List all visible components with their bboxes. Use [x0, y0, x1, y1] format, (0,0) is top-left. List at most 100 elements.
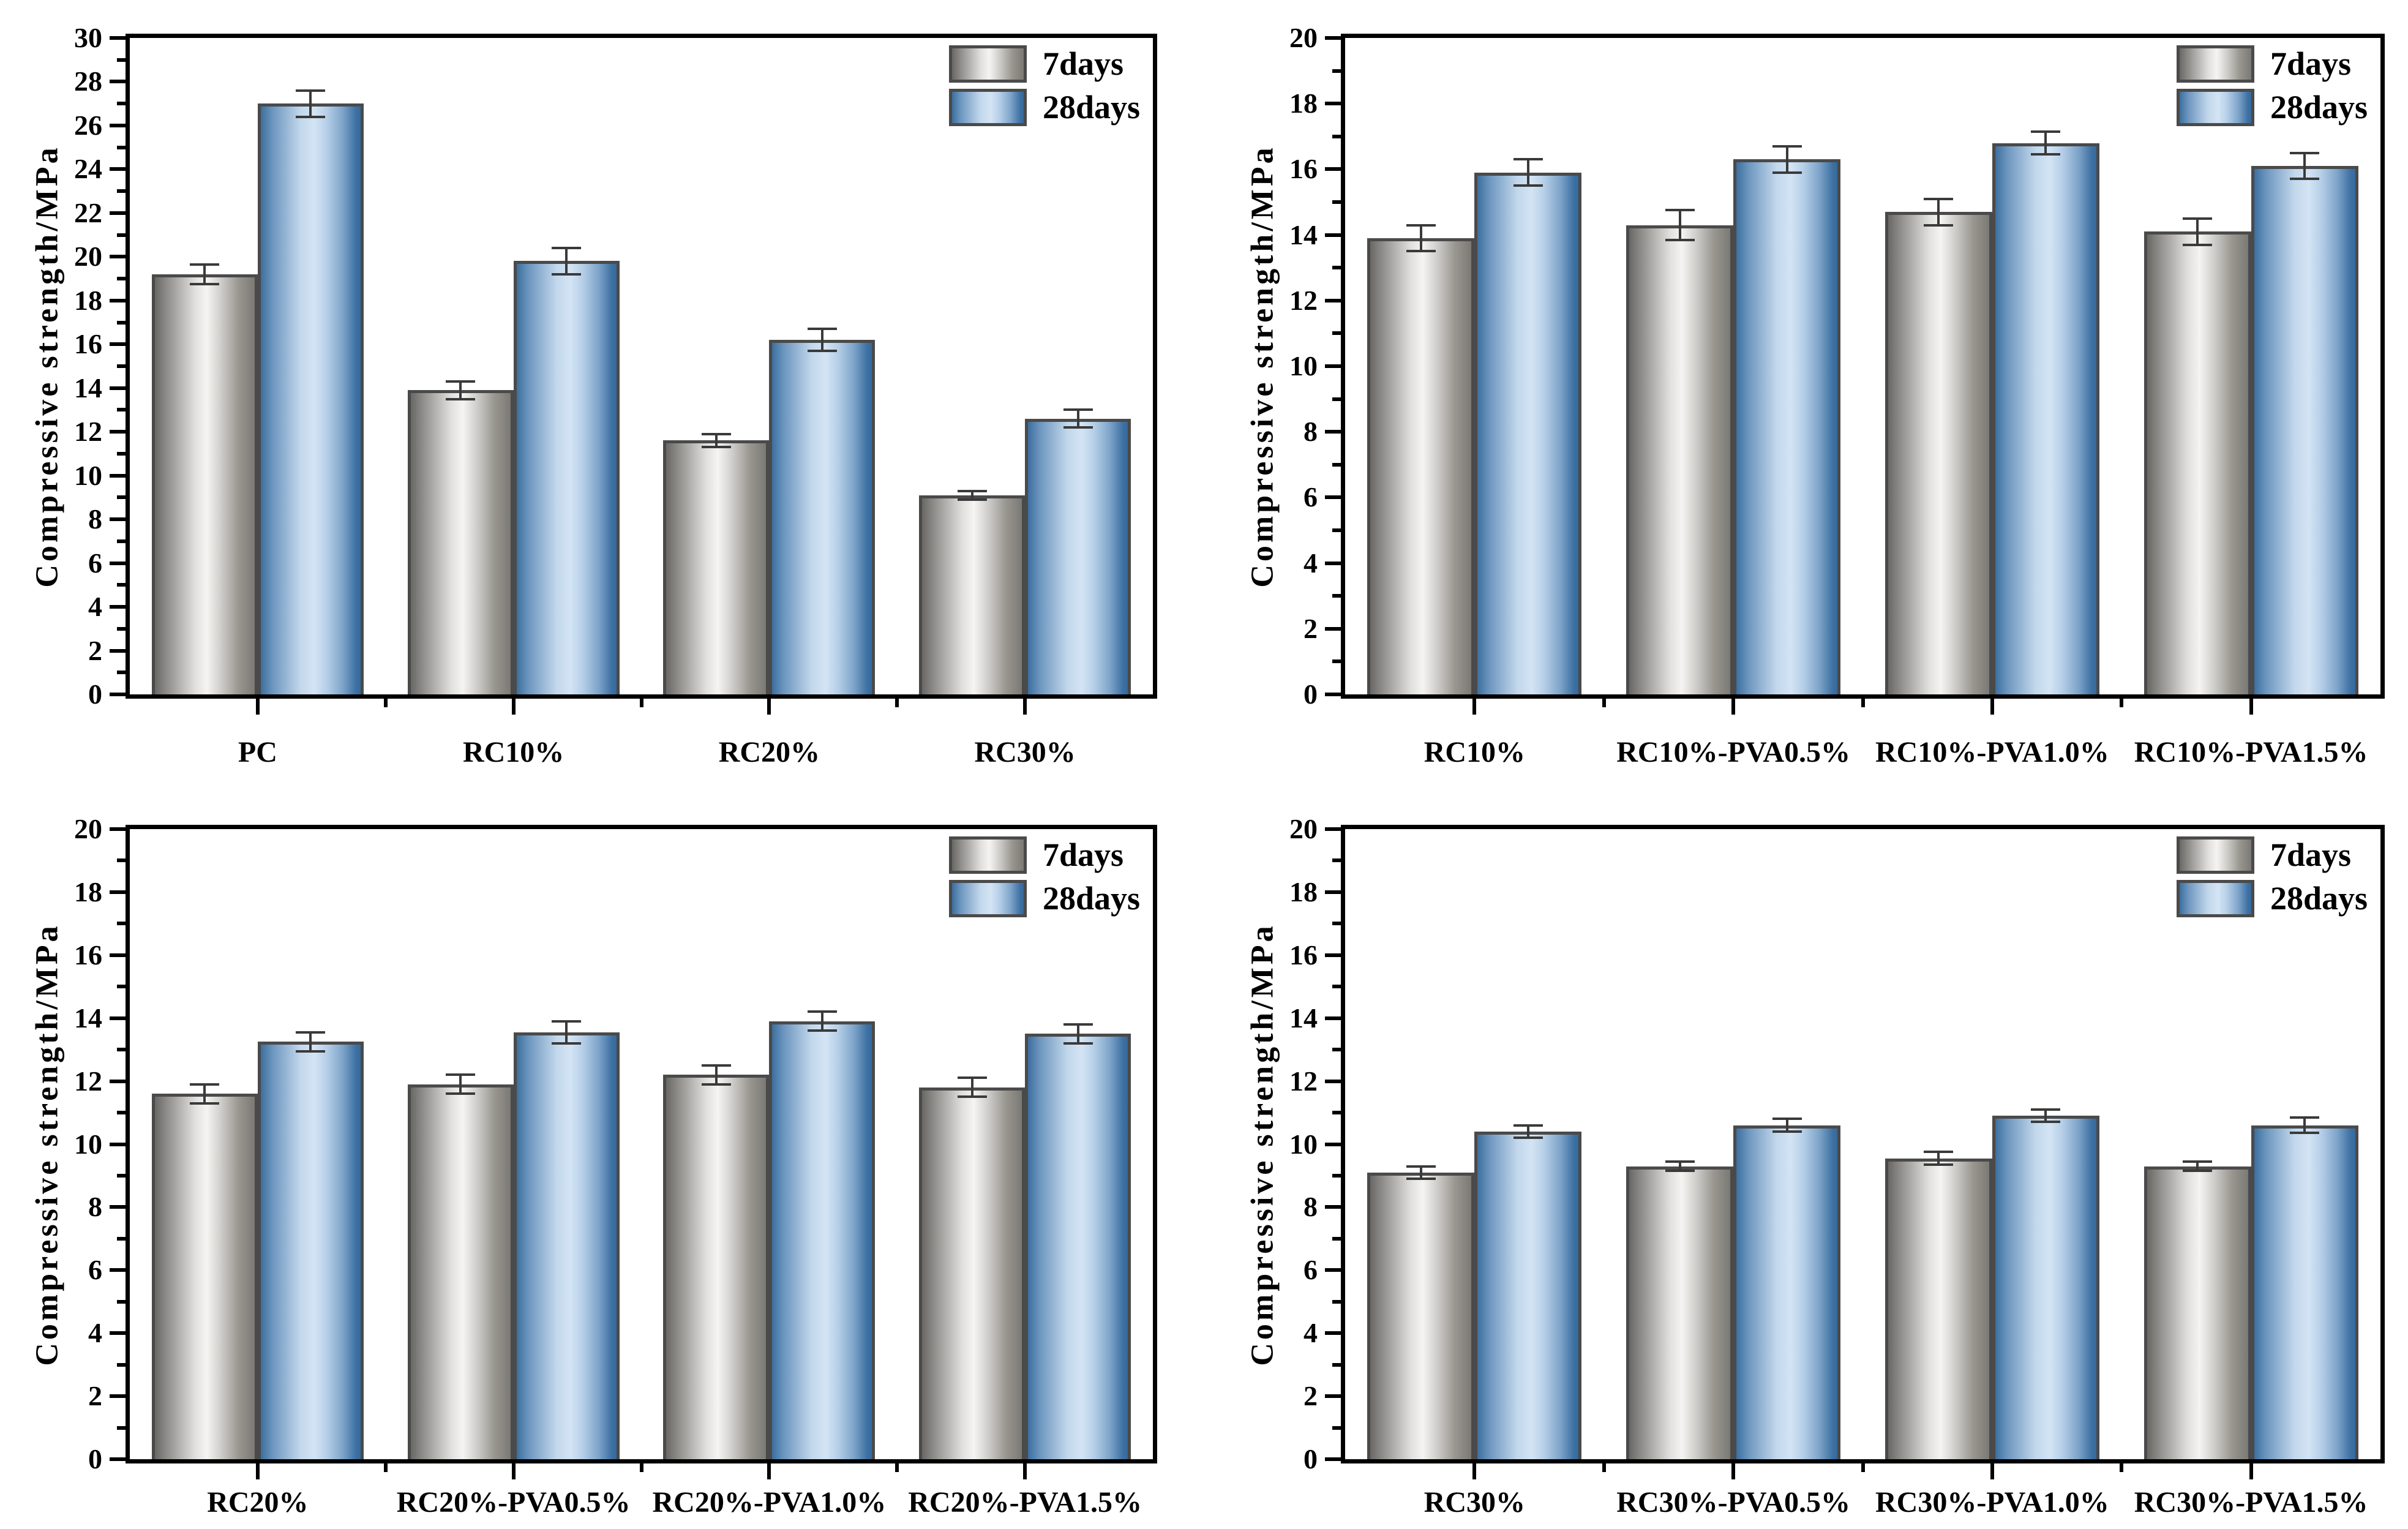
y-major-tick [1325, 1016, 1341, 1020]
x-minor-tick [1602, 699, 1606, 707]
bar-7days-RC10%-PVA1.5% [2144, 231, 2251, 694]
y-minor-tick [1332, 594, 1341, 598]
y-minor-tick [117, 1236, 126, 1241]
legend-swatch-28days [949, 879, 1027, 917]
error-bar-7days-RC20% [715, 434, 718, 448]
x-category-label: RC10%-PVA0.5% [1616, 736, 1851, 768]
error-bar-7days-RC20% [203, 1084, 206, 1103]
x-major-tick [767, 1463, 771, 1479]
y-tick-label: 8 [88, 503, 102, 535]
error-bar-7days-RC20%-PVA1.5% [970, 1078, 973, 1097]
bar-7days-RC30%-PVA1.5% [2144, 1166, 2251, 1459]
y-minor-tick [117, 858, 126, 863]
y-tick-label: 0 [88, 1443, 102, 1475]
legend-row-7days: 7days [949, 45, 1140, 83]
y-tick-label: 0 [1303, 678, 1318, 710]
y-minor-tick [1332, 1362, 1341, 1367]
legend: 7days 28days [2177, 45, 2368, 132]
legend-swatch-7days [949, 45, 1027, 83]
error-bar-7days-RC30%-PVA1.5% [2196, 1161, 2199, 1171]
y-tick-label: 22 [74, 197, 102, 228]
y-tick-label: 20 [1289, 813, 1318, 844]
y-major-tick [110, 36, 126, 40]
y-major-tick [110, 953, 126, 957]
y-minor-tick [117, 539, 126, 543]
y-tick-label: 2 [1303, 612, 1318, 644]
y-tick-label: 6 [1303, 481, 1318, 513]
error-bar-cap [807, 328, 837, 331]
y-major-tick [1325, 1331, 1341, 1336]
error-bar-cap [1513, 1136, 1543, 1140]
y-major-tick [1325, 167, 1341, 171]
x-major-tick [2249, 699, 2253, 715]
y-minor-tick [1332, 1173, 1341, 1178]
y-minor-tick [117, 1173, 126, 1178]
y-tick-label: 12 [74, 1065, 102, 1097]
y-major-tick [1325, 953, 1341, 957]
error-bar-cap [2031, 153, 2061, 156]
x-category-label: RC10%-PVA1.0% [1875, 736, 2109, 768]
y-minor-tick [1332, 985, 1341, 989]
y-major-tick [1325, 495, 1341, 500]
y-tick-label: 10 [74, 459, 102, 491]
y-major-tick [110, 890, 126, 894]
error-bar-cap [2290, 1132, 2320, 1135]
bar-28days-RC20% [769, 340, 876, 694]
chart-panel-top-right: Compressive strength/MPa 0 2 4 6 8 10 12 14 16 18 2… [1204, 0, 2408, 768]
error-bar-cap [1063, 1042, 1093, 1045]
legend-row-7days: 7days [949, 836, 1140, 874]
x-major-tick [1990, 1463, 1994, 1479]
y-major-tick [110, 1079, 126, 1083]
y-tick-label: 8 [88, 1191, 102, 1223]
y-major-tick [110, 1331, 126, 1336]
y-minor-tick [1332, 858, 1341, 863]
error-bar-cap [1406, 1165, 1436, 1168]
x-category-label: RC20%-PVA1.0% [652, 1486, 887, 1519]
y-major-tick [110, 473, 126, 478]
y-tick-label: 14 [1289, 219, 1318, 250]
error-bar-cap [296, 89, 326, 92]
legend-row-7days: 7days [2177, 836, 2368, 874]
error-bar-cap [190, 1083, 220, 1086]
y-minor-tick [1332, 659, 1341, 664]
x-category-label: RC10% [462, 736, 564, 768]
error-bar-cap [446, 1092, 476, 1095]
error-bar-cap [446, 397, 476, 400]
error-bar-7days-RC10%-PVA1.0% [1937, 198, 1940, 225]
y-minor-tick [1332, 1048, 1341, 1052]
error-bar-cap [2031, 1108, 2061, 1111]
y-tick-label: 20 [74, 813, 102, 844]
y-tick-label: 10 [74, 1128, 102, 1160]
y-tick-label: 4 [1303, 547, 1318, 579]
bar-7days-PC [151, 274, 258, 694]
bar-7days-RC20%-PVA1.5% [919, 1087, 1026, 1459]
bar-28days-RC20%-PVA0.5% [513, 1032, 620, 1459]
bar-28days-RC30% [1474, 1131, 1582, 1459]
y-tick-label: 16 [1289, 939, 1318, 971]
y-minor-tick [117, 451, 126, 456]
y-minor-tick [1332, 1426, 1341, 1430]
y-minor-tick [117, 1111, 126, 1115]
bar-28days-RC20%-PVA1.5% [1025, 1034, 1131, 1459]
error-bar-cap [552, 272, 582, 276]
error-bar-7days-RC30%-PVA1.0% [1937, 1152, 1940, 1165]
error-bar-7days-RC10%-PVA0.5% [1678, 210, 1681, 240]
x-minor-tick [895, 699, 899, 707]
y-tick-label: 14 [74, 372, 102, 404]
y-major-tick [1325, 1268, 1341, 1272]
error-bar-28days-RC10% [1526, 159, 1529, 186]
error-bar-cap [2183, 1160, 2213, 1163]
error-bar-7days-RC10%-PVA1.5% [2196, 218, 2199, 245]
legend-label-28days: 28days [1043, 89, 1141, 126]
error-bar-28days-RC20%-PVA0.5% [565, 1021, 568, 1043]
error-bar-cap [2290, 178, 2320, 181]
y-tick-label: 0 [1303, 1443, 1318, 1475]
error-bar-cap [1513, 184, 1543, 187]
bar-28days-RC10%-PVA0.5% [1733, 159, 1841, 694]
x-major-tick [511, 699, 516, 715]
x-major-tick [1472, 699, 1477, 715]
error-bar-cap [296, 1031, 326, 1034]
y-tick-label: 12 [1289, 284, 1318, 316]
y-minor-tick [1332, 266, 1341, 270]
error-bar-28days-RC30%-PVA1.0% [2044, 1109, 2047, 1122]
